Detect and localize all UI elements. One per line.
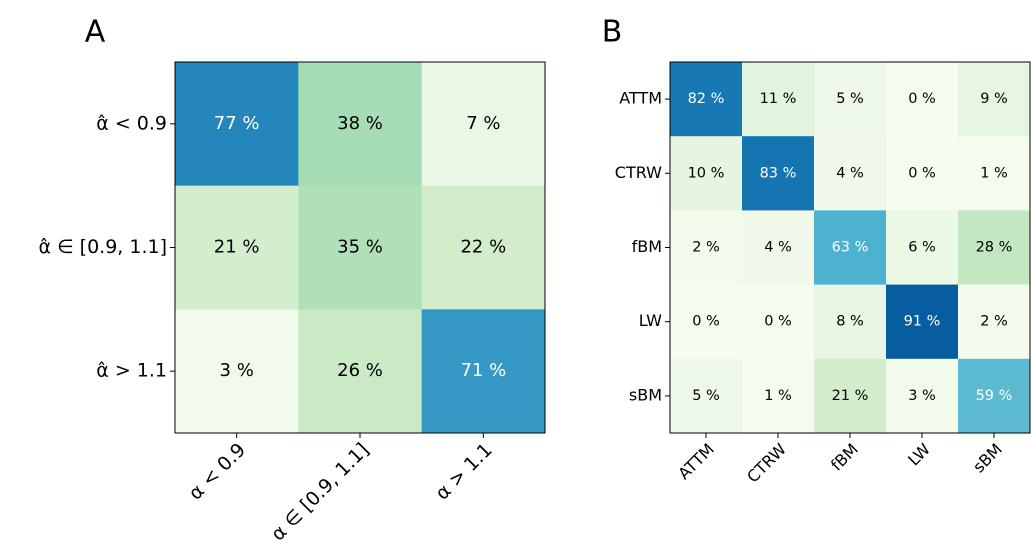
cell-label: 28 % [976,240,1013,256]
x-tick-label: fBM [827,440,862,475]
cell-label: 5 % [836,91,864,107]
x-tick-label: α > 1.1 [431,439,497,505]
heatmap-cell [421,185,546,310]
cell-label: 21 % [832,388,869,404]
heatmap-cell [421,62,546,187]
heatmap-cell [298,309,423,434]
y-tick-label: α̂ ∈ [0.9, 1.1] [39,236,168,258]
heatmap-cell [886,210,959,286]
cell-label: 63 % [832,240,869,256]
heatmap-cell [670,284,743,360]
heatmap-cell [670,210,743,286]
panel-label: B [602,15,623,50]
cell-label: 8 % [836,314,864,330]
y-tick-label: fBM [632,237,662,256]
heatmap-cell [670,62,743,137]
heatmap-cell [742,210,815,286]
heatmap-cell [814,136,887,211]
cell-label: 0 % [764,314,792,330]
heatmap-cell [175,185,299,310]
heatmap-cell [742,62,815,137]
y-tick-label: LW [639,311,662,330]
heatmap-cell [886,358,959,434]
heatmap-cell [421,309,546,434]
heatmap-cell [742,358,815,434]
heatmap-cell [958,210,1031,286]
cell-label: 91 % [904,314,941,330]
cell-label: 83 % [760,165,797,181]
heatmap-cell [886,62,959,137]
heatmap-cell [814,284,887,360]
heatmap-cell [175,62,299,187]
cell-label: 71 % [460,360,506,381]
cell-label: 9 % [980,91,1008,107]
y-tick-label: sBM [629,385,662,404]
cell-label: 22 % [460,237,506,258]
cell-label: 3 % [220,360,254,381]
cell-label: 38 % [337,113,383,134]
cell-label: 2 % [692,240,720,256]
heatmap-cell [298,62,423,187]
cell-label: 0 % [908,91,936,107]
x-tick-label: ATTM [674,440,718,484]
x-tick-label: LW [904,439,934,469]
cell-label: 7 % [466,113,500,134]
heatmap-cell [742,284,815,360]
x-tick-label: α ∈ [0.9, 1.1] [267,439,373,545]
heatmap-cell [175,309,299,434]
cell-label: 35 % [337,237,383,258]
heatmap-cell [670,136,743,211]
heatmap-cell [814,358,887,434]
heatmap-cell [886,284,959,360]
cell-label: 1 % [764,388,792,404]
y-tick-label: α̂ > 1.1 [96,360,167,382]
heatmap-cell [298,185,423,310]
y-tick-label: α̂ < 0.9 [96,112,167,134]
x-tick-label: CTRW [743,439,790,486]
cell-label: 0 % [908,165,936,181]
cell-label: 82 % [688,91,725,107]
heatmap-cell [958,358,1031,434]
heatmap-cell [958,136,1031,211]
y-tick-label: ATTM [619,89,662,108]
cell-label: 10 % [688,165,725,181]
heatmap-cell [670,358,743,434]
cell-label: 0 % [692,314,720,330]
x-tick-label: α < 0.9 [185,439,251,505]
cell-label: 4 % [836,165,864,181]
cell-label: 21 % [214,237,260,258]
cell-label: 77 % [214,113,260,134]
cell-label: 6 % [908,240,936,256]
cell-label: 26 % [337,360,383,381]
panel-label: A [85,15,106,50]
cell-label: 4 % [764,240,792,256]
heatmap-cell [958,62,1031,137]
cell-label: 2 % [980,314,1008,330]
cell-label: 11 % [760,91,797,107]
cell-label: 59 % [976,388,1013,404]
x-tick-label: sBM [969,440,1006,477]
heatmap-cell [742,136,815,211]
heatmap-cell [958,284,1031,360]
heatmap-cell [886,136,959,211]
cell-label: 1 % [980,165,1008,181]
cell-label: 5 % [692,388,720,404]
cell-label: 3 % [908,388,936,404]
y-tick-label: CTRW [615,163,662,182]
heatmap-cell [814,62,887,137]
heatmap-cell [814,210,887,286]
